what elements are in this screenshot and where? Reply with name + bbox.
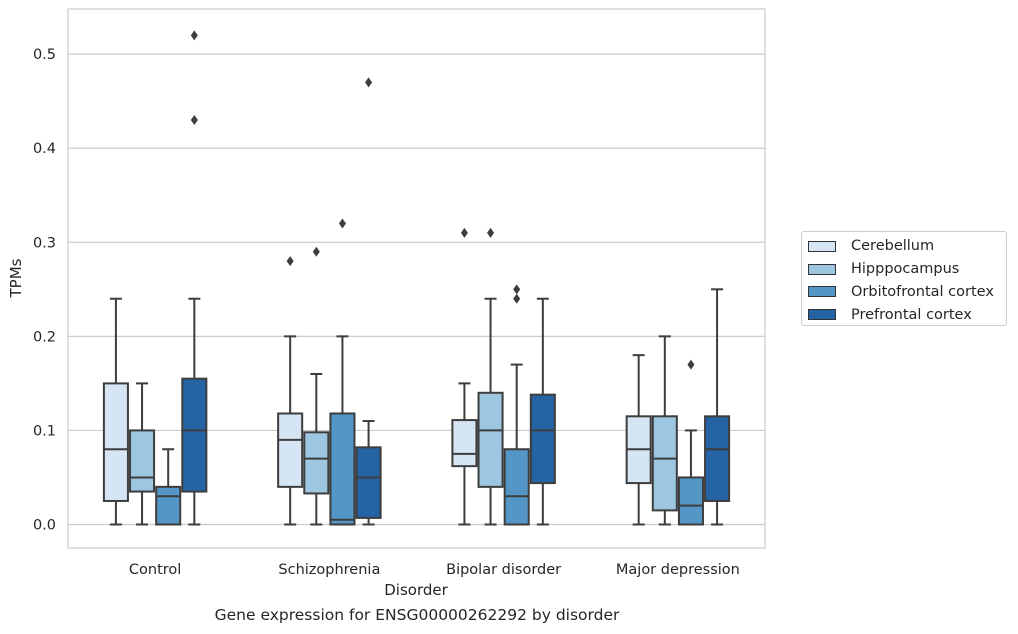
box-hipppocampus xyxy=(651,335,678,526)
box-prefrontal-cortex xyxy=(355,77,382,526)
legend-swatch xyxy=(808,240,836,252)
box-cerebellum xyxy=(102,297,129,526)
y-tick-label: 0.4 xyxy=(33,141,56,157)
y-tick-labels: 0.0 0.1 0.2 0.3 0.4 0.5 xyxy=(33,47,56,533)
legend-item: Prefrontal cortex xyxy=(808,303,1006,326)
box-iqr xyxy=(503,448,530,526)
box-iqr xyxy=(181,377,208,493)
x-tick-labels: Control Schizophrenia Bipolar disorder Majo… xyxy=(129,562,740,578)
box-prefrontal-cortex xyxy=(529,297,556,526)
outlier-point xyxy=(338,218,346,229)
y-tick-label: 0.0 xyxy=(33,517,56,533)
outlier-point xyxy=(687,359,695,370)
box-orbitofrontal-cortex xyxy=(677,359,704,526)
box-iqr xyxy=(477,391,504,488)
x-tick-label: Bipolar disorder xyxy=(446,562,561,578)
outlier-point xyxy=(190,30,198,41)
outlier-point xyxy=(190,114,198,125)
box-iqr xyxy=(451,419,478,468)
box-hipppocampus xyxy=(477,227,504,526)
legend-item: Hipppocampus xyxy=(808,258,1006,281)
box-iqr xyxy=(355,446,382,519)
box-iqr xyxy=(155,485,182,526)
plot-frame xyxy=(67,8,766,549)
legend: Cerebellum Hipppocampus Orbitofrontal cort… xyxy=(801,231,1007,326)
y-axis-label: TPMs xyxy=(7,258,25,298)
boxes xyxy=(102,30,731,526)
legend-label: Hipppocampus xyxy=(851,261,960,278)
legend-label: Orbitofrontal cortex xyxy=(851,283,994,300)
box-iqr xyxy=(529,393,556,485)
legend-item: Orbitofrontal cortex xyxy=(808,281,1006,304)
box-orbitofrontal-cortex xyxy=(155,448,182,526)
box-hipppocampus xyxy=(303,246,330,526)
outlier-point xyxy=(286,256,294,267)
box-orbitofrontal-cortex xyxy=(503,284,530,526)
box-cerebellum xyxy=(625,354,652,526)
legend-label: Cerebellum xyxy=(851,238,935,255)
y-tick-label: 0.5 xyxy=(33,47,56,63)
legend-swatch xyxy=(808,263,836,275)
box-iqr xyxy=(704,415,731,502)
figure-caption: Gene expression for ENSG00000262292 by d… xyxy=(214,606,620,624)
box-iqr xyxy=(277,412,304,488)
x-axis-label: Disorder xyxy=(384,581,448,599)
outlier-point xyxy=(365,77,373,88)
y-tick-label: 0.2 xyxy=(33,329,56,345)
outlier-point xyxy=(513,293,521,304)
legend-item: Cerebellum xyxy=(808,235,1006,258)
box-iqr xyxy=(303,431,330,495)
box-prefrontal-cortex xyxy=(181,30,208,526)
x-tick-label: Schizophrenia xyxy=(278,562,380,578)
box-prefrontal-cortex xyxy=(704,288,731,526)
outlier-point xyxy=(460,227,468,238)
y-tick-label: 0.3 xyxy=(33,235,56,251)
box-iqr xyxy=(651,415,678,512)
box-hipppocampus xyxy=(129,382,156,526)
outlier-point xyxy=(312,246,320,257)
box-cerebellum xyxy=(451,227,478,526)
x-tick-label: Control xyxy=(129,562,181,578)
x-tick-label: Major depression xyxy=(616,562,740,578)
legend-swatch xyxy=(808,286,836,298)
box-iqr xyxy=(677,476,704,526)
box-orbitofrontal-cortex xyxy=(329,218,356,526)
outlier-point xyxy=(487,227,495,238)
box-iqr xyxy=(329,412,356,526)
box-cerebellum xyxy=(277,256,304,526)
legend-swatch xyxy=(808,309,836,321)
box-iqr xyxy=(129,429,156,493)
outlier-point xyxy=(513,284,521,295)
legend-label: Prefrontal cortex xyxy=(851,306,972,323)
box-iqr xyxy=(102,382,129,502)
y-tick-label: 0.1 xyxy=(33,423,56,439)
